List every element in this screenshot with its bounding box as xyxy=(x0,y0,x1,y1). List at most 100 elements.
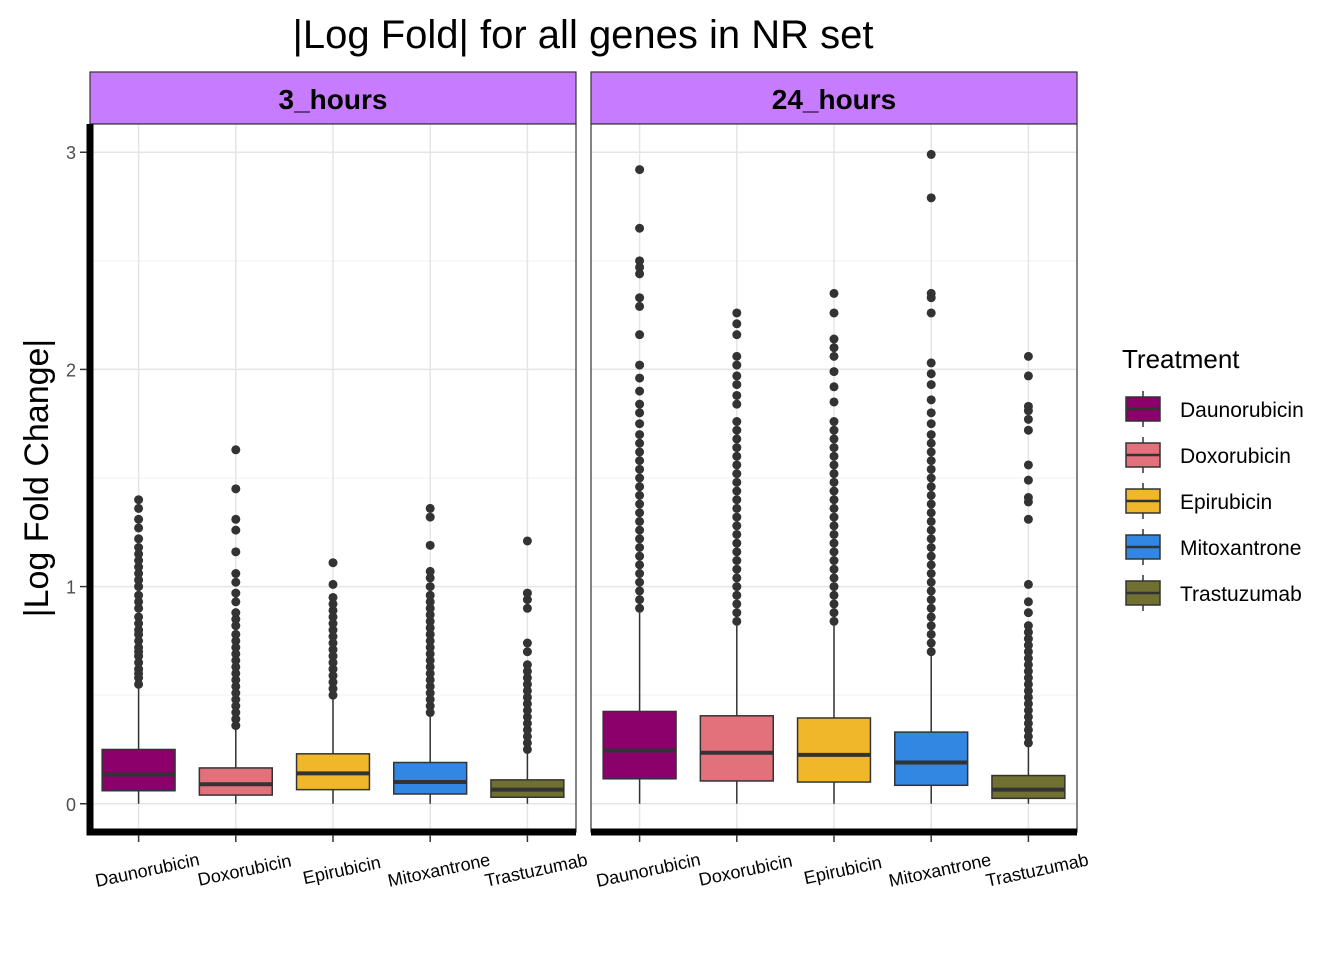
outlier-point xyxy=(231,708,241,718)
outlier-point xyxy=(829,529,839,539)
x-tick-label: Doxorubicin xyxy=(697,850,794,889)
outlier-point xyxy=(1023,514,1033,524)
box-iqr xyxy=(894,731,969,787)
y-axis-label: |Log Fold Change| xyxy=(18,339,56,618)
outlier-point xyxy=(522,603,532,613)
x-tick-label: Epirubicin xyxy=(301,852,382,888)
outlier-point xyxy=(635,419,645,429)
outlier-point xyxy=(829,417,839,427)
outlier-point xyxy=(425,668,435,678)
outlier-point xyxy=(926,380,936,390)
outlier-point xyxy=(522,647,532,657)
outlier-point xyxy=(635,595,645,605)
legend-item-daunorubicin: Daunorubicin xyxy=(1125,391,1304,427)
outlier-point xyxy=(635,516,645,526)
outlier-point xyxy=(926,358,936,368)
outlier-point xyxy=(522,595,532,605)
outlier-point xyxy=(231,642,241,652)
outlier-point xyxy=(1023,371,1033,381)
outlier-point xyxy=(829,460,839,470)
outlier-point xyxy=(635,438,645,448)
outlier-point xyxy=(328,579,338,589)
outlier-point xyxy=(231,577,241,587)
outlier-point xyxy=(425,616,435,626)
outlier-point xyxy=(926,569,936,579)
outlier-point xyxy=(829,556,839,566)
outlier-point xyxy=(926,612,936,622)
outlier-point xyxy=(635,408,645,418)
legend: Treatment Daunorubicin Doxorubicin Epirubic… xyxy=(1122,344,1304,611)
outlier-point xyxy=(635,482,645,492)
outlier-point xyxy=(732,390,742,400)
outlier-point xyxy=(1023,686,1033,696)
outlier-point xyxy=(1023,660,1033,670)
outlier-point xyxy=(926,629,936,639)
outlier-point xyxy=(635,542,645,552)
outlier-point xyxy=(635,508,645,518)
outlier-point xyxy=(134,636,144,646)
box-24-hours-epirubicin xyxy=(796,288,872,804)
outlier-point xyxy=(635,499,645,509)
outlier-point xyxy=(328,684,338,694)
outlier-point xyxy=(926,430,936,440)
outlier-point xyxy=(926,464,936,474)
outlier-point xyxy=(829,367,839,377)
outlier-point xyxy=(231,675,241,685)
outlier-point xyxy=(134,523,144,533)
box-iqr xyxy=(602,710,677,780)
outlier-point xyxy=(635,165,645,175)
outlier-point xyxy=(425,603,435,613)
outlier-point xyxy=(732,529,742,539)
outlier-point xyxy=(425,623,435,633)
outlier-point xyxy=(732,590,742,600)
outlier-point xyxy=(926,308,936,318)
outlier-point xyxy=(635,430,645,440)
outlier-point xyxy=(134,642,144,652)
outlier-point xyxy=(1023,608,1033,618)
outlier-point xyxy=(732,564,742,574)
outlier-point xyxy=(425,675,435,685)
outlier-point xyxy=(328,664,338,674)
y-tick-label: 2 xyxy=(66,360,76,380)
outlier-point xyxy=(522,718,532,728)
outlier-point xyxy=(926,560,936,570)
outlier-point xyxy=(328,625,338,635)
box-iqr xyxy=(101,748,176,792)
outlier-point xyxy=(732,599,742,609)
outlier-point xyxy=(732,538,742,548)
strip-24-hours xyxy=(590,71,1078,125)
box-iqr xyxy=(991,774,1066,800)
outlier-point xyxy=(328,605,338,615)
outlier-point xyxy=(522,744,532,754)
outlier-point xyxy=(134,658,144,668)
outlier-point xyxy=(425,503,435,513)
outlier-point xyxy=(829,564,839,574)
box-3-hours-mitoxantrone xyxy=(393,503,468,804)
x-tick-label: Epirubicin xyxy=(802,852,883,888)
legend-item-trastuzumab: Trastuzumab xyxy=(1125,575,1302,611)
outlier-point xyxy=(732,451,742,461)
outlier-point xyxy=(1023,666,1033,676)
outlier-point xyxy=(328,677,338,687)
outlier-point xyxy=(1023,627,1033,637)
outlier-point xyxy=(635,447,645,457)
y-tick-label: 1 xyxy=(66,578,76,598)
outlier-point xyxy=(732,399,742,409)
box-3-hours-daunorubicin xyxy=(101,495,176,804)
outlier-point xyxy=(522,660,532,670)
outlier-point xyxy=(1023,425,1033,435)
outlier-point xyxy=(425,662,435,672)
outlier-point xyxy=(425,590,435,600)
x-tick-label: Trastuzumab xyxy=(483,849,589,890)
outlier-point xyxy=(134,664,144,674)
outlier-point xyxy=(732,371,742,381)
outlier-point xyxy=(635,330,645,340)
outlier-point xyxy=(926,603,936,613)
outlier-point xyxy=(926,419,936,429)
legend-item-epirubicin: Epirubicin xyxy=(1125,483,1272,519)
outlier-point xyxy=(134,575,144,585)
outlier-point xyxy=(829,288,839,298)
y-tick-label: 0 xyxy=(66,795,76,815)
